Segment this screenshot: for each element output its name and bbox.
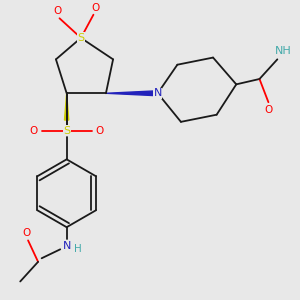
Polygon shape (106, 91, 158, 96)
Text: N: N (62, 241, 71, 251)
Text: O: O (95, 126, 104, 136)
Text: O: O (30, 126, 38, 136)
Text: N: N (154, 88, 162, 98)
Text: O: O (264, 105, 272, 115)
Text: S: S (77, 33, 85, 43)
Text: S: S (63, 126, 70, 136)
Text: O: O (54, 6, 62, 16)
Text: O: O (22, 227, 30, 238)
Text: O: O (91, 3, 99, 13)
Polygon shape (64, 93, 69, 120)
Text: NH: NH (275, 46, 292, 56)
Text: H: H (74, 244, 82, 254)
